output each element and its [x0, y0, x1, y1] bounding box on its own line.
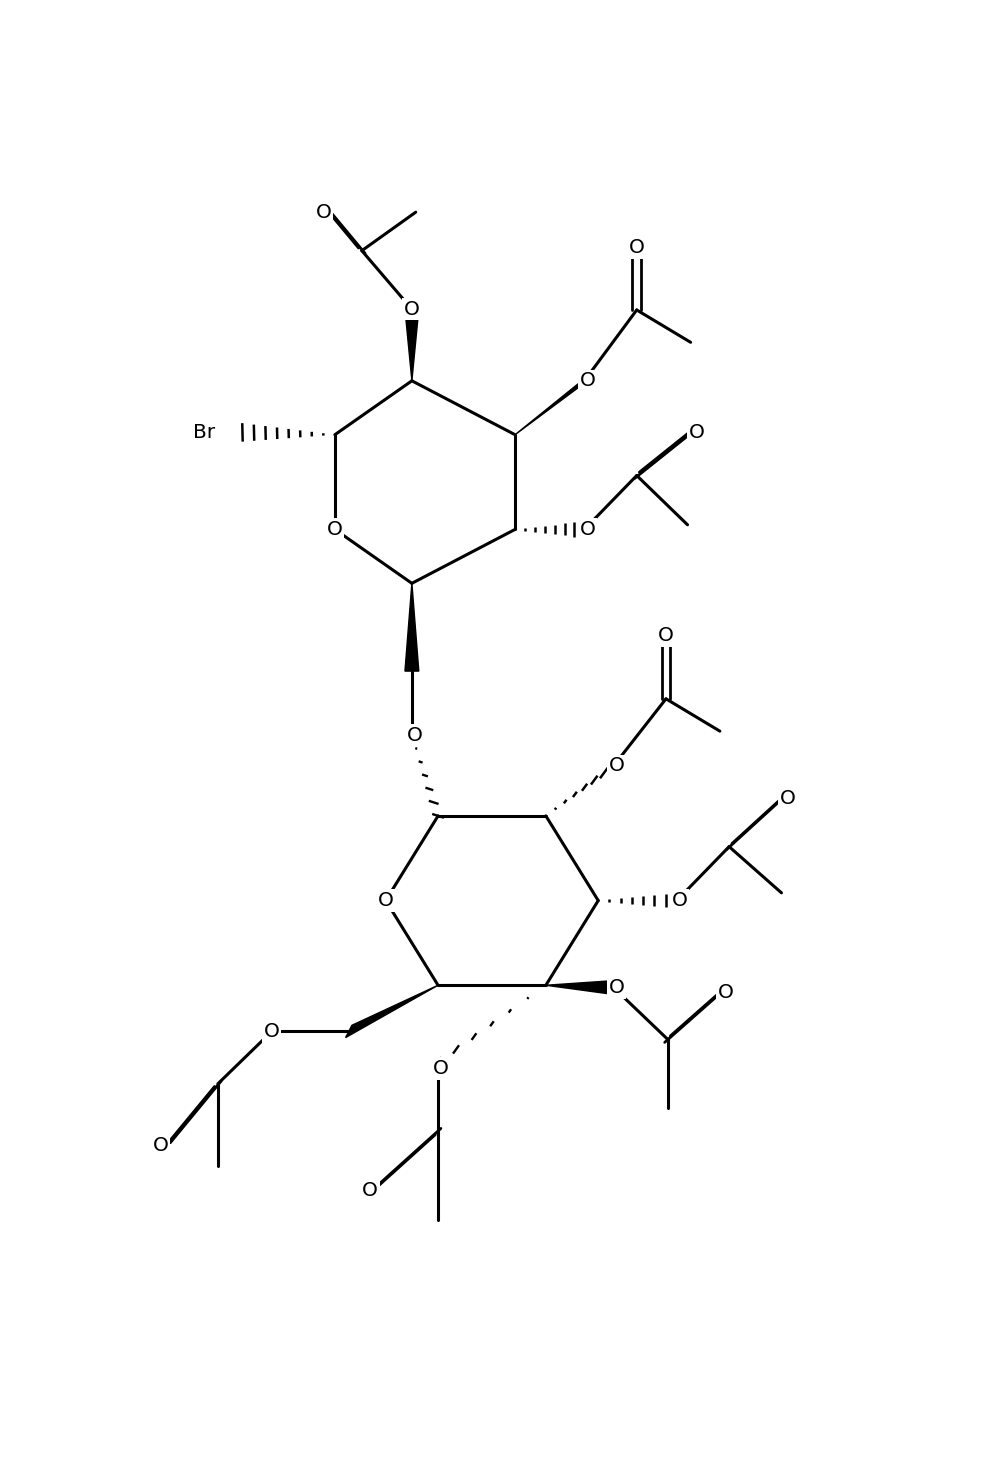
Text: O: O: [672, 891, 687, 910]
Polygon shape: [346, 985, 438, 1037]
Text: O: O: [718, 984, 734, 1003]
Text: O: O: [580, 371, 596, 390]
Text: O: O: [609, 756, 625, 775]
Text: Br: Br: [193, 423, 215, 442]
Text: O: O: [327, 520, 343, 539]
Text: O: O: [378, 891, 394, 910]
Text: O: O: [362, 1180, 378, 1199]
Text: O: O: [433, 1059, 450, 1078]
Text: O: O: [316, 203, 332, 222]
Text: O: O: [153, 1136, 168, 1155]
Text: O: O: [609, 978, 625, 997]
Text: O: O: [688, 423, 705, 442]
Text: O: O: [629, 239, 645, 258]
Polygon shape: [515, 376, 589, 435]
Text: O: O: [658, 626, 674, 645]
Text: O: O: [264, 1022, 279, 1041]
Text: O: O: [407, 726, 423, 744]
Polygon shape: [405, 309, 418, 382]
Text: O: O: [580, 520, 596, 539]
Polygon shape: [405, 583, 418, 672]
Text: O: O: [404, 299, 419, 318]
Polygon shape: [546, 981, 614, 994]
Text: O: O: [780, 790, 795, 809]
